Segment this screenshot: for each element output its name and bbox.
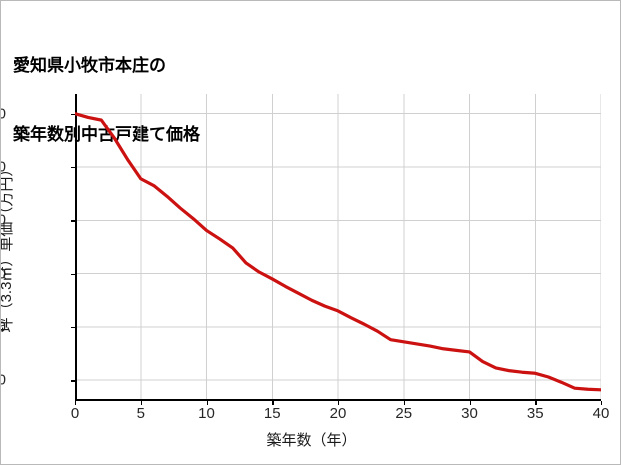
x-tick-label: 10 — [198, 405, 215, 422]
axis-spines — [75, 94, 601, 401]
x-tick-label: 20 — [329, 405, 347, 422]
y-tick-label: 70 — [1, 212, 6, 229]
x-axis-label-text: 築年数（年） — [266, 432, 357, 449]
x-tick-label: 25 — [395, 405, 413, 422]
y-tick-label: 40 — [1, 372, 6, 389]
x-tick-label: 30 — [461, 405, 478, 422]
y-tick-label: 50 — [1, 318, 6, 335]
x-tick-label: 15 — [263, 405, 281, 422]
y-tick-mark — [71, 380, 75, 382]
x-tick-mark — [403, 401, 406, 405]
x-tick-mark — [338, 401, 340, 405]
x-tick-mark — [140, 401, 143, 405]
x-tick-mark — [272, 401, 274, 405]
x-axis-label: 築年数（年） — [1, 429, 620, 450]
y-axis-label-text: 坪（3.3㎡）単価（万円） — [0, 161, 15, 333]
x-tick-mark — [535, 401, 537, 405]
y-tick-mark — [71, 113, 75, 116]
y-axis-label: 坪（3.3㎡）単価（万円） — [1, 1, 16, 333]
y-tick-mark — [71, 326, 75, 329]
x-tick-mark — [469, 401, 471, 405]
x-tick-mark — [601, 401, 603, 405]
price-trend-line — [75, 112, 601, 392]
y-tick-mark — [71, 167, 75, 169]
y-tick-label: 60 — [1, 265, 6, 282]
page-title: 愛知県小牧市本庄の 築年数別中古戸建て価格 — [13, 9, 200, 193]
gridlines — [75, 94, 601, 401]
plot-area — [75, 94, 601, 401]
y-tick-mark — [71, 220, 75, 222]
x-tick-mark — [75, 401, 77, 405]
x-tick-label: 5 — [136, 405, 145, 422]
y-tick-label: 80 — [1, 159, 6, 176]
title-line-2: 築年数別中古戸建て価格 — [13, 124, 200, 144]
x-tick-label: 0 — [70, 405, 80, 422]
y-tick-mark — [71, 273, 75, 275]
title-line-1: 愛知県小牧市本庄の — [13, 55, 166, 75]
chart-canvas — [75, 94, 601, 401]
x-tick-label: 40 — [592, 405, 610, 422]
x-tick-mark — [206, 401, 208, 405]
y-tick-label: 90 — [1, 105, 6, 122]
x-tick-label: 35 — [526, 405, 544, 422]
